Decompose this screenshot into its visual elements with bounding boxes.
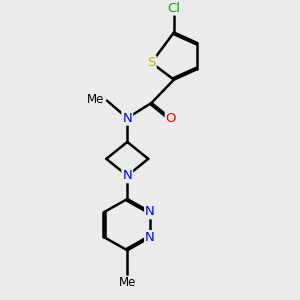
Text: O: O bbox=[166, 112, 176, 125]
Text: Me: Me bbox=[118, 276, 136, 289]
Text: Cl: Cl bbox=[167, 2, 180, 14]
Text: S: S bbox=[147, 56, 156, 69]
Text: N: N bbox=[122, 169, 132, 182]
Text: N: N bbox=[122, 112, 132, 124]
Text: N: N bbox=[145, 231, 155, 244]
Text: N: N bbox=[145, 205, 155, 218]
Text: Me: Me bbox=[87, 93, 105, 106]
